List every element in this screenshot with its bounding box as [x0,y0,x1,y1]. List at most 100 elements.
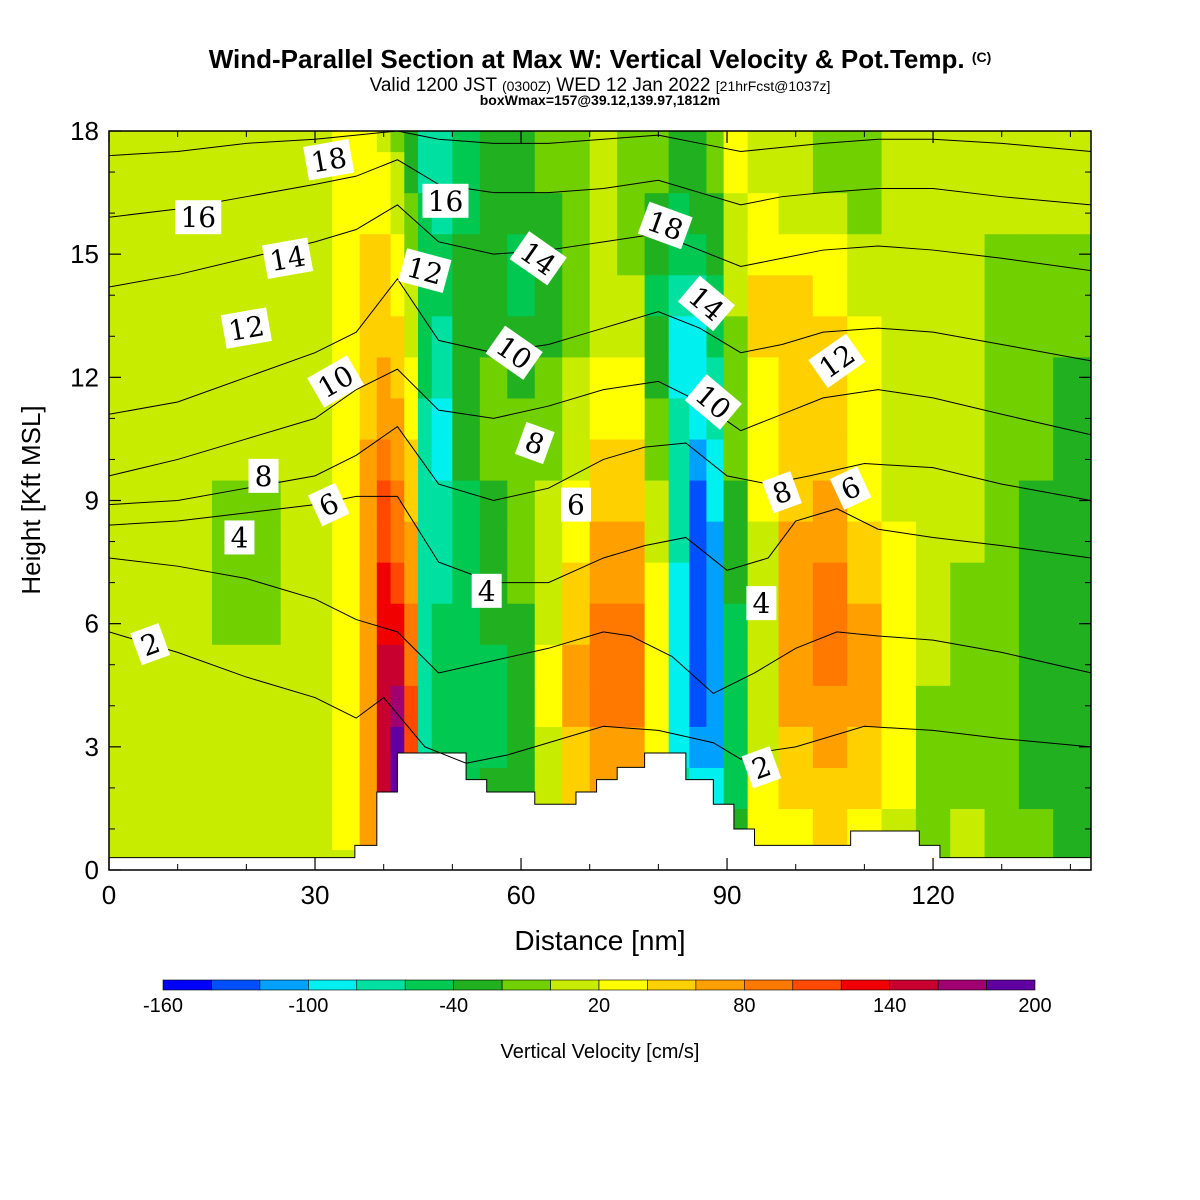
field-cell [617,685,646,727]
field-cell [589,685,618,727]
field-cell [847,151,883,194]
contour-label: 14 [261,237,314,280]
field-cell [915,726,951,768]
field-cell [332,397,361,440]
field-cell [617,726,646,768]
field-cell [984,685,1020,727]
field-cell [723,479,749,522]
colorbar-swatch [889,979,939,991]
field-cell [617,603,646,645]
field-cell [143,685,213,727]
field-cell [617,131,646,153]
colorbar-swatch [501,979,551,991]
field-cell [723,603,749,645]
field-cell [280,274,333,317]
chart-title: Wind-Parallel Section at Max W: Vertical… [208,44,992,74]
field-cell [359,151,378,194]
field-cell [812,603,848,645]
field-cell [534,726,563,768]
field-cell [212,397,282,440]
contour-label: 18 [303,139,355,181]
contour-label-bg [808,333,866,389]
field-cell [534,644,563,686]
field-cell [617,479,646,522]
field-cell [689,233,708,276]
field-cell [723,685,749,727]
field-cell [390,644,405,686]
field-cell [390,356,405,399]
field-cell [589,192,618,235]
field-cell [390,521,405,563]
field-cell [1018,521,1054,563]
field-cell [915,192,951,235]
field-cell [778,356,814,399]
y-axis-label: Height [Kft MSL] [16,405,46,594]
field-cell [212,274,282,317]
field-cell [847,131,883,153]
field-cell [418,151,433,194]
field-cell [1053,151,1082,194]
field-cell [280,644,333,686]
field-cell [778,685,814,727]
contour-label-bg [224,520,255,555]
contour-label: 6 [307,482,350,527]
field-cell [1053,315,1082,358]
field-cell [778,397,814,440]
field-cell [915,479,951,522]
field-cell [562,356,591,399]
field-cell [689,192,708,235]
field-cell [589,131,618,153]
field-cell [668,603,690,645]
field-cell [984,233,1020,276]
field-cell [950,685,986,727]
field-cell [376,131,392,153]
field-cell [479,726,508,768]
contour-label: 6 [560,487,591,522]
contour-label: 4 [224,520,255,555]
field-cell [778,562,814,604]
field-cell [1018,685,1054,727]
contour-label-bg [175,200,222,235]
field-cell [418,397,433,440]
field-cell [812,274,848,317]
contour-label-bg [677,275,735,332]
field-cell [212,192,282,235]
field-cell [847,685,883,727]
y-tick-label: 12 [70,362,99,392]
field-cell [950,767,986,810]
field-cell [1053,131,1082,153]
field-cell [212,151,282,194]
field-cell [332,726,361,768]
field-cell [915,274,951,317]
field-cell [332,562,361,604]
field-cell [507,192,536,235]
field-cell [617,397,646,440]
field-cell [706,151,725,194]
field-cell [812,131,848,153]
contour-label-bg [762,471,802,514]
field-cell [332,315,361,358]
field-cell [376,685,392,727]
field-cell [915,151,951,194]
field-cell [689,726,708,768]
field-cell [747,685,780,727]
contour-label: 4 [471,573,502,608]
field-cell [723,521,749,563]
contour-label-text: 18 [308,141,349,180]
field-cell [589,397,618,440]
field-cell [431,397,453,440]
field-cell [534,603,563,645]
field-cell [332,438,361,481]
field-cell [617,438,646,481]
theta-contour-16 [109,159,1091,218]
field-cell [562,151,591,194]
field-cell [562,562,591,604]
field-cell [984,562,1020,604]
field-cell [418,315,433,358]
field-cell [723,562,749,604]
field-cell [881,274,917,317]
field-cell [212,808,282,851]
field-cell [915,603,951,645]
field-cell [431,685,453,727]
contour-label-bg [637,201,693,250]
